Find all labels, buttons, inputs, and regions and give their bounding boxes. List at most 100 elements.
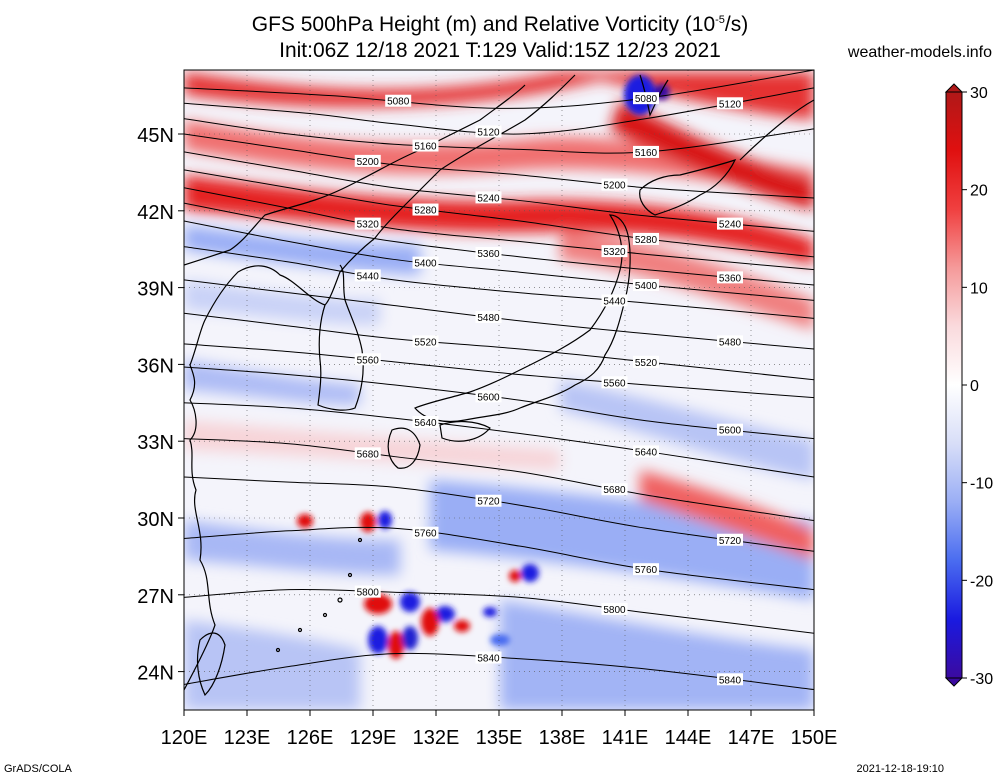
svg-text:5600: 5600	[719, 426, 742, 437]
svg-text:5520: 5520	[414, 337, 437, 348]
colorbar-tick-label: 10	[970, 280, 988, 297]
svg-text:5440: 5440	[357, 271, 380, 282]
contour-label: 5360	[717, 271, 743, 284]
colorbar-bar	[945, 91, 963, 679]
height-contour-5520	[184, 312, 814, 381]
svg-text:5720: 5720	[719, 536, 742, 547]
height-contour-5600	[184, 366, 814, 440]
svg-text:5200: 5200	[603, 181, 626, 192]
colorbar: 30 20 10 0 -10 -20 -30	[944, 83, 993, 688]
svg-text:5280: 5280	[414, 206, 437, 217]
chart-title-line1: GFS 500hPa Height (m) and Relative Vorti…	[251, 13, 749, 36]
chart-title-line2: Init:06Z 12/18 2021 T:129 Valid:15Z 12/2…	[279, 39, 721, 62]
svg-text:5640: 5640	[414, 418, 437, 429]
contour-label: 5760	[633, 563, 659, 576]
x-tick-label: 120E	[161, 727, 208, 749]
svg-text:5360: 5360	[477, 249, 500, 260]
svg-text:5280: 5280	[635, 235, 658, 246]
svg-text:5760: 5760	[414, 529, 437, 540]
svg-text:5360: 5360	[719, 273, 742, 284]
contour-label: 5080	[385, 94, 412, 108]
svg-text:5160: 5160	[635, 148, 658, 159]
y-tick-label: 24N	[137, 663, 174, 685]
contour-label: 5400	[633, 279, 659, 292]
contour-label: 5480	[717, 335, 743, 348]
height-contour-5360	[184, 202, 814, 286]
svg-text:5200: 5200	[357, 157, 380, 168]
contour-label: 5200	[354, 154, 381, 168]
contour-label: 5200	[601, 178, 628, 192]
colorbar-bottom-arrow	[944, 677, 964, 687]
contour-label: 5560	[354, 353, 381, 366]
y-tick-label: 42N	[137, 202, 174, 224]
height-contour-5280	[184, 169, 814, 258]
contour-label: 5320	[601, 245, 628, 258]
y-tick-label: 27N	[137, 586, 174, 608]
svg-text:5080: 5080	[635, 94, 658, 105]
contour-label: 5280	[412, 203, 439, 217]
contour-label: 5600	[475, 390, 502, 403]
colorbar-tick-label: 30	[970, 85, 988, 102]
contour-label: 5280	[633, 232, 659, 246]
x-tick-label: 147E	[728, 727, 775, 749]
x-tick-label: 129E	[350, 727, 397, 749]
contour-label: 5080	[633, 92, 659, 105]
height-contour-labels: 5080 5080 5120 5120 5160 5160 5200 5200 5240 5240…	[354, 92, 743, 686]
contour-label: 5160	[412, 139, 439, 153]
svg-text:5160: 5160	[414, 142, 437, 153]
height-contour-5440	[184, 246, 814, 319]
svg-text:5760: 5760	[635, 565, 658, 576]
contour-label: 5120	[475, 125, 502, 138]
x-tick-label: 135E	[476, 727, 523, 749]
height-contour-5480	[184, 279, 814, 350]
svg-text:5800: 5800	[603, 605, 626, 616]
svg-text:5520: 5520	[635, 358, 658, 369]
svg-text:5120: 5120	[477, 127, 500, 138]
colorbar-tick-label: -10	[970, 476, 993, 493]
height-contour-5160	[184, 118, 814, 154]
y-tick-label: 45N	[137, 125, 174, 147]
contour-label: 5120	[717, 97, 743, 110]
height-contour-5080	[184, 70, 814, 109]
svg-text:5440: 5440	[603, 296, 626, 307]
contour-label: 5400	[412, 256, 439, 270]
svg-text:5840: 5840	[477, 654, 500, 665]
contour-label: 5640	[633, 445, 659, 458]
x-tick-label: 144E	[665, 727, 712, 749]
svg-text:5560: 5560	[603, 378, 626, 389]
contour-label: 5360	[475, 247, 502, 260]
contour-label: 5240	[475, 191, 502, 204]
svg-text:5400: 5400	[414, 259, 437, 270]
svg-text:5600: 5600	[477, 392, 500, 403]
svg-text:5400: 5400	[635, 281, 658, 292]
colorbar-top-arrow	[944, 83, 964, 93]
x-axis: 120E 123E 126E 129E 132E 135E 138E 141E 144E 147E…	[161, 710, 837, 749]
contour-label: 5440	[601, 294, 628, 307]
contour-label: 5720	[475, 494, 502, 508]
height-contour-5320	[184, 187, 814, 271]
contour-label: 5240	[717, 217, 743, 231]
colorbar-tick-label: 20	[970, 183, 988, 200]
contour-label: 5520	[412, 335, 439, 348]
site-credit: weather-models.info	[847, 44, 992, 61]
svg-text:5640: 5640	[635, 447, 658, 458]
svg-text:5080: 5080	[387, 97, 410, 108]
svg-text:5120: 5120	[719, 99, 742, 110]
contour-label: 5840	[717, 673, 743, 686]
contour-label: 5520	[633, 355, 659, 369]
contour-label: 5560	[601, 376, 628, 389]
svg-text:5800: 5800	[357, 588, 380, 599]
height-contour-5560	[184, 343, 814, 399]
svg-text:5680: 5680	[603, 485, 626, 496]
contour-label: 5680	[354, 447, 381, 460]
colorbar-tick-label: -30	[970, 671, 993, 688]
svg-text:5320: 5320	[603, 247, 626, 258]
height-contour-5200	[184, 133, 814, 199]
contour-label: 5320	[354, 217, 381, 231]
contour-label: 5760	[412, 526, 439, 540]
contour-label: 5720	[717, 533, 743, 547]
svg-text:5240: 5240	[477, 193, 500, 204]
footer-timestamp: 2021-12-18-19:10	[856, 763, 944, 775]
contour-label: 5680	[601, 483, 628, 496]
y-tick-label: 39N	[137, 279, 174, 301]
